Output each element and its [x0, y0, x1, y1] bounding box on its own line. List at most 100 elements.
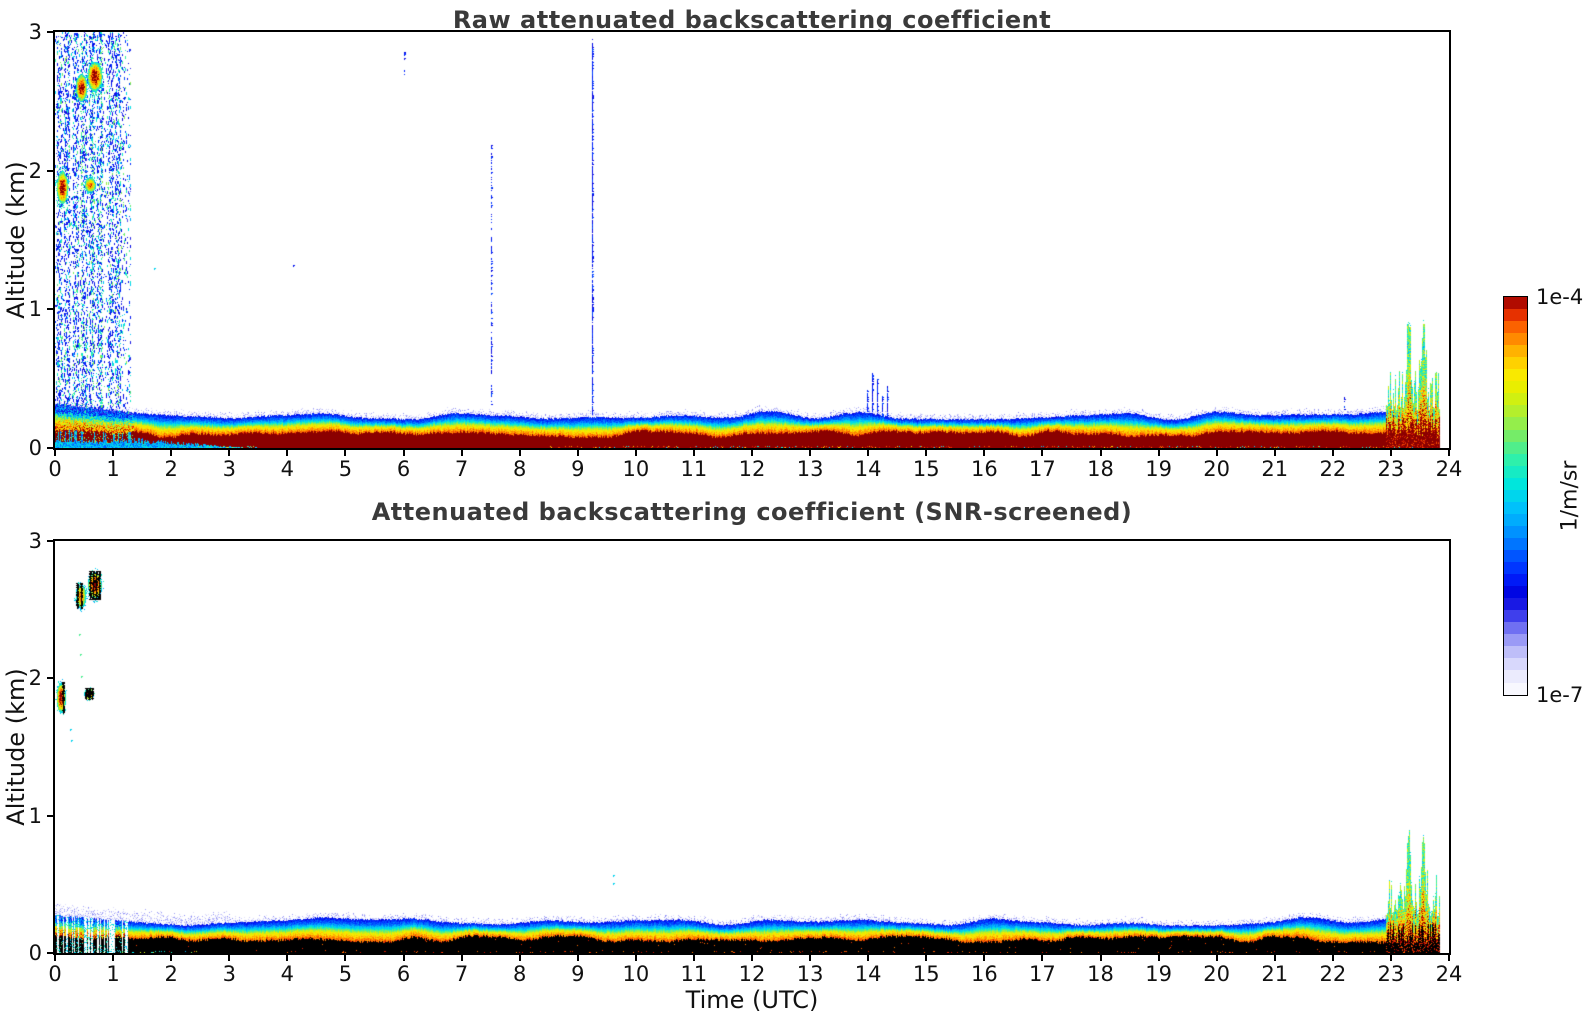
- x-tick-mark: [402, 448, 405, 456]
- x-tick-mark: [518, 448, 521, 456]
- x-tick-mark: [576, 448, 579, 456]
- raw-backscatter-heatmap: [55, 32, 1449, 448]
- x-tick-mark: [1331, 448, 1334, 456]
- x-tick-label: 16: [970, 962, 998, 986]
- x-tick-mark: [692, 448, 695, 456]
- y-tick-mark: [47, 952, 55, 954]
- x-axis-label: Time (UTC): [685, 986, 819, 1014]
- x-tick-label: 8: [512, 962, 527, 986]
- x-tick-label: 0: [48, 457, 62, 481]
- x-tick-label: 8: [512, 457, 527, 481]
- x-tick-mark: [576, 953, 579, 961]
- y-tick-label: 0: [28, 436, 42, 460]
- colorbar-max-label: 1e-4: [1536, 285, 1584, 309]
- x-tick-label: 3: [222, 962, 236, 986]
- x-tick-label: 6: [396, 457, 411, 481]
- colorbar-segment: [1504, 622, 1527, 635]
- x-tick-label: 19: [1145, 962, 1172, 986]
- colorbar-segment: [1504, 489, 1527, 502]
- x-tick-label: 16: [970, 457, 998, 481]
- x-tick-label: 11: [680, 962, 708, 986]
- colorbar-segment: [1504, 357, 1527, 370]
- x-tick-mark: [1448, 953, 1450, 961]
- colorbar-segment: [1504, 525, 1527, 538]
- y-tick-label: 1: [28, 803, 42, 828]
- x-tick-mark: [925, 448, 928, 456]
- x-tick-mark: [925, 953, 928, 961]
- colorbar-segment: [1504, 393, 1527, 406]
- colorbar-segment: [1504, 549, 1527, 563]
- x-tick-label: 0: [48, 962, 62, 986]
- x-tick-label: 14: [854, 962, 882, 986]
- colorbar-segment: [1504, 465, 1527, 478]
- x-tick-label: 1: [106, 457, 120, 481]
- colorbar-segment: [1504, 441, 1527, 454]
- colorbar-segment: [1504, 477, 1527, 490]
- x-tick-label: 5: [338, 457, 353, 481]
- colorbar-segment: [1504, 309, 1527, 322]
- colorbar-segment: [1504, 586, 1527, 599]
- x-tick-label: 13: [796, 457, 824, 481]
- colorbar-segment: [1504, 574, 1527, 587]
- y-tick-label: 0: [28, 941, 42, 965]
- x-tick-label: 18: [1087, 457, 1114, 481]
- x-tick-label: 6: [396, 962, 411, 986]
- x-tick-mark: [983, 448, 986, 456]
- colorbar-min-label: 1e-7: [1536, 683, 1584, 707]
- x-tick-label: 14: [854, 457, 882, 481]
- x-tick-label: 20: [1203, 962, 1231, 986]
- x-tick-mark: [170, 953, 173, 961]
- x-tick-label: 1: [106, 962, 120, 986]
- x-tick-mark: [1041, 953, 1044, 961]
- x-tick-mark: [344, 953, 347, 961]
- x-tick-mark: [1157, 448, 1160, 456]
- colorbar-segment: [1504, 501, 1527, 514]
- colorbar: [1503, 296, 1528, 696]
- colorbar-segment: [1504, 321, 1527, 334]
- x-tick-label: 20: [1203, 457, 1231, 481]
- x-tick-mark: [460, 953, 463, 961]
- colorbar-segment: [1504, 513, 1527, 526]
- colorbar-segment: [1504, 598, 1527, 611]
- x-tick-label: 7: [454, 962, 469, 986]
- x-tick-label: 22: [1319, 962, 1347, 986]
- x-tick-mark: [228, 953, 231, 961]
- y-tick-mark: [47, 814, 55, 817]
- colorbar-segment: [1504, 634, 1527, 647]
- x-tick-mark: [344, 448, 347, 456]
- y-tick-label: 2: [28, 158, 42, 183]
- colorbar-unit-label: 1/m/sr: [1557, 460, 1583, 532]
- y-tick-label: 3: [28, 20, 42, 44]
- screened-plot-title: Attenuated backscattering coefficient (S…: [371, 498, 1133, 526]
- x-tick-label: 5: [338, 962, 353, 986]
- x-tick-label: 24: [1435, 457, 1463, 481]
- x-tick-label: 10: [622, 457, 650, 481]
- x-tick-label: 24: [1435, 962, 1463, 986]
- x-tick-mark: [751, 448, 753, 456]
- x-tick-label: 18: [1087, 962, 1114, 986]
- x-tick-mark: [1157, 953, 1160, 961]
- x-tick-label: 3: [222, 457, 236, 481]
- x-tick-label: 2: [164, 457, 178, 481]
- x-tick-mark: [1448, 448, 1450, 456]
- x-tick-mark: [54, 448, 56, 456]
- x-tick-label: 12: [738, 962, 766, 986]
- x-tick-label: 9: [571, 962, 585, 986]
- colorbar-segment: [1504, 333, 1527, 346]
- x-tick-mark: [867, 953, 870, 961]
- y-tick-mark: [47, 308, 55, 311]
- x-tick-mark: [1389, 448, 1392, 456]
- y-tick-label: 2: [28, 666, 42, 691]
- colorbar-segment: [1504, 453, 1527, 466]
- colorbar-segment: [1504, 646, 1527, 659]
- x-tick-mark: [1331, 953, 1334, 961]
- colorbar-segment: [1504, 369, 1527, 382]
- colorbar-segment: [1504, 658, 1527, 671]
- screened-y-axis-label: Altitude (km): [2, 668, 30, 826]
- x-tick-label: 4: [280, 962, 295, 986]
- x-tick-mark: [1099, 448, 1102, 456]
- x-tick-label: 17: [1029, 962, 1056, 986]
- x-tick-mark: [518, 953, 521, 961]
- x-tick-mark: [1273, 448, 1276, 456]
- x-tick-label: 13: [796, 962, 824, 986]
